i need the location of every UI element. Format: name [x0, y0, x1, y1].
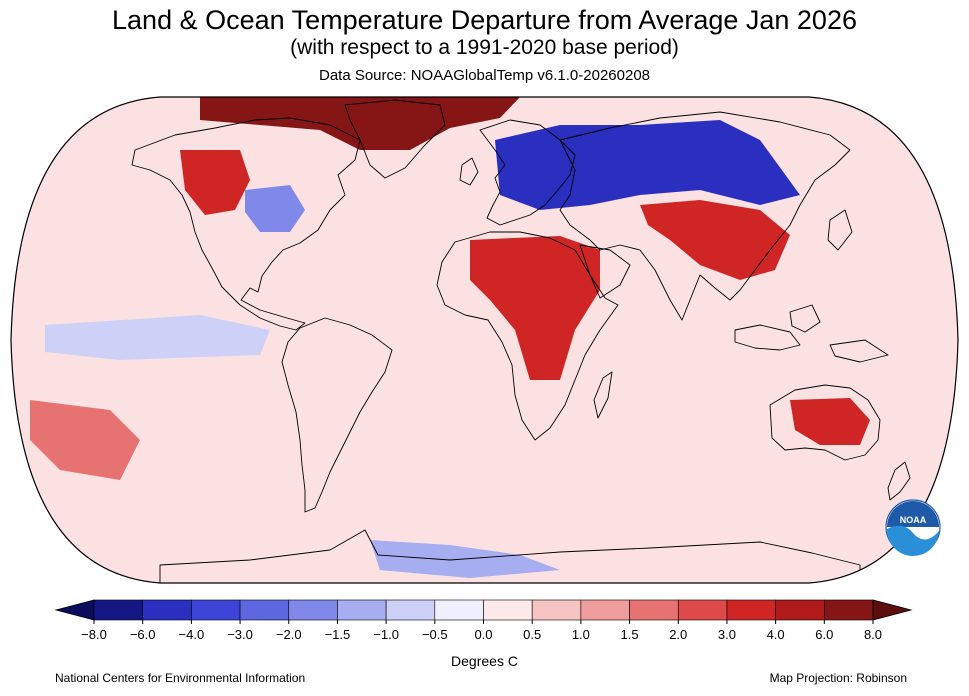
colorbar-tick-label: −1.5: [325, 627, 351, 642]
colorbar-tick-label: 1.5: [621, 627, 639, 642]
colorbar-segment: [239, 599, 290, 621]
greenland-coast: [344, 99, 446, 179]
colorbar-segment: [191, 599, 241, 621]
anomaly-region-eastern-china: [640, 200, 790, 280]
south-america-coast: [281, 317, 393, 513]
colorbar-tick-label: −4.0: [179, 627, 205, 642]
anomaly-region-western-north-america: [180, 150, 250, 215]
colorbar-segment: [434, 599, 484, 621]
footer-organization: National Centers for Environmental Infor…: [55, 671, 306, 685]
colorbar-segment: [93, 599, 143, 621]
footer-projection: Map Projection: Robinson: [769, 671, 907, 685]
anomaly-region-arctic-canada-greenland: [200, 97, 520, 150]
colorbar-high-arrow: [872, 599, 913, 621]
colorbar-tick-label: 8.0: [864, 627, 882, 642]
coastlines: [131, 99, 911, 583]
colorbar-segment: [142, 599, 192, 621]
noaa-logo-icon: NOAA: [885, 499, 941, 557]
colorbar-tick-label: 4.0: [767, 627, 785, 642]
colorbar-segment: [337, 599, 387, 621]
new-guinea-coast: [829, 339, 889, 363]
colorbar-segment: [629, 599, 679, 621]
north-america-coast: [131, 117, 361, 331]
colorbar-tick-label: −0.5: [422, 627, 448, 642]
indonesia-coast: [734, 324, 801, 351]
anomaly-region-north-africa: [470, 236, 600, 380]
madagascar-coast: [593, 371, 613, 419]
australia-coast: [769, 384, 881, 461]
colorbar-low-arrow: [54, 599, 95, 621]
anomaly-region-south-pacific: [30, 400, 140, 480]
colorbar-segment: [775, 599, 825, 621]
anomaly-region-tropical-pacific: [45, 315, 270, 360]
africa-coast: [436, 231, 619, 441]
europe-coast: [479, 119, 576, 226]
colorbar-tick-label: −8.0: [81, 627, 107, 642]
noaa-logo-text: NOAA: [900, 515, 927, 525]
colorbar-segment: [385, 599, 436, 621]
colorbar-segment: [580, 599, 630, 621]
colorbar-segment: [288, 599, 338, 621]
borneo-coast: [789, 304, 821, 333]
colorbar-segment: [677, 599, 728, 621]
colorbar-segment: [483, 599, 533, 621]
colorbar-segment: [531, 599, 582, 621]
colorbar-tick-label: 0.0: [474, 627, 492, 642]
anomaly-region-australia: [790, 398, 870, 445]
colorbar-tick-label: 6.0: [815, 627, 833, 642]
map-boundary: [10, 96, 959, 584]
page-title: Land & Ocean Temperature Departure from …: [112, 5, 857, 35]
colorbar-tick-label: 0.5: [523, 627, 541, 642]
data-source: Data Source: NOAAGlobalTemp v6.1.0-20260…: [318, 67, 651, 84]
colorbar-segment: [824, 599, 874, 621]
antarctica-coast: [159, 529, 861, 583]
colorbar-tick-label: −2.0: [276, 627, 302, 642]
colorbar-tick-label: 3.0: [718, 627, 736, 642]
colorbar-tick-label: 1.0: [572, 627, 590, 642]
new-zealand-coast: [887, 461, 911, 501]
colorbar-tick-label: −6.0: [130, 627, 156, 642]
anomaly-region-east-north-america: [245, 185, 305, 232]
page-subtitle: (with respect to a 1991-2020 base period…: [290, 36, 679, 59]
colorbar-tick-label: 2.0: [669, 627, 687, 642]
japan-coast: [827, 209, 853, 251]
colorbar-segment: [726, 599, 776, 621]
colorbar-tick-label: −1.0: [373, 627, 399, 642]
colorbar-units-label: Degrees C: [451, 653, 518, 669]
uk-coast: [459, 157, 479, 186]
arabia-coast: [579, 244, 631, 299]
colorbar-tick-label: −3.0: [227, 627, 253, 642]
asia-coast: [559, 111, 851, 321]
color-scale-bar: −8.0 −6.0 −4.0 −3.0 −2.0 −1.5 −1.0 −0.5 0.0 0.5 1.…: [54, 599, 913, 642]
